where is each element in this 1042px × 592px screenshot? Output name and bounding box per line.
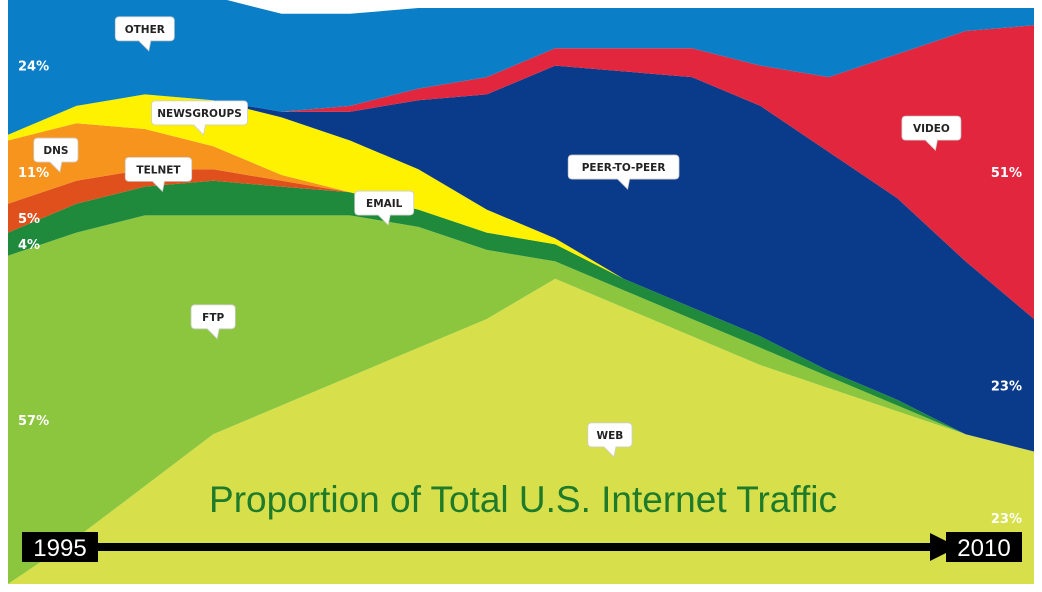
area-ftp <box>8 215 1034 584</box>
callout-bubble <box>587 422 633 458</box>
callout-web: WEB <box>587 422 633 458</box>
end-year-label: 2010 <box>957 535 1010 562</box>
end-pct-web: 23% <box>991 512 1022 527</box>
callout-labels: OTHER DNS NEWSGROUPS TELNET EMAIL FTP PEER-TO-… <box>33 16 962 458</box>
callout-ftp: FTP <box>190 304 236 340</box>
callout-bubble <box>567 154 680 190</box>
start-year-label: 1995 <box>33 535 86 562</box>
callout-text: TELNET <box>136 164 181 176</box>
callout-text: NEWSGROUPS <box>157 108 242 120</box>
callout-bubble <box>151 100 248 136</box>
start-pct-other: 24% <box>18 60 49 75</box>
start-pct-email: 4% <box>18 238 40 253</box>
callout-bubble <box>114 16 175 52</box>
end-pct-peer-to-peer: 23% <box>991 379 1022 394</box>
callout-newsgroups: NEWSGROUPS <box>151 100 248 136</box>
callout-email: EMAIL <box>354 190 415 226</box>
end-year-label-group: 2010 <box>946 532 1022 562</box>
start-year-box <box>22 532 98 562</box>
start-pct-telnet: 5% <box>18 212 40 227</box>
area-web <box>8 278 1034 584</box>
start-pct-dns: 11% <box>18 166 49 181</box>
callout-peer-to-peer: PEER-TO-PEER <box>567 154 680 190</box>
end-year-box <box>946 532 1022 562</box>
chart-title: Proportion of Total U.S. Internet Traffi… <box>209 479 837 520</box>
percent-labels: 24% 11% 5% 4% 57% 51% 23% 23% <box>18 60 1022 527</box>
area-video <box>8 25 1034 320</box>
area-other <box>8 0 1034 135</box>
start-pct-ftp: 57% <box>18 414 49 429</box>
area-dns <box>8 123 1034 452</box>
callout-bubble <box>190 304 236 340</box>
callout-text: VIDEO <box>913 123 950 135</box>
time-arrow-head <box>930 533 958 561</box>
end-pct-video: 51% <box>991 166 1022 181</box>
callout-bubble <box>901 115 962 151</box>
callout-bubble <box>354 190 415 226</box>
callout-text: EMAIL <box>366 198 403 210</box>
time-arrow <box>85 533 958 561</box>
callout-other: OTHER <box>114 16 175 52</box>
start-year-label-group: 1995 <box>22 532 98 562</box>
callout-text: WEB <box>597 430 624 442</box>
callout-bubble <box>124 156 193 193</box>
callout-dns: DNS <box>33 137 79 173</box>
callout-text: DNS <box>43 145 68 157</box>
callout-bubble <box>33 137 79 173</box>
area-peer-to-peer <box>8 65 1034 452</box>
callout-text: FTP <box>202 312 224 324</box>
time-arrow-shaft <box>85 543 945 551</box>
callout-text: PEER-TO-PEER <box>582 162 666 174</box>
callout-video: VIDEO <box>901 115 962 151</box>
callout-text: OTHER <box>125 24 165 36</box>
callout-telnet: TELNET <box>124 156 193 193</box>
area-layers <box>8 0 1034 584</box>
area-email <box>8 180 1034 452</box>
